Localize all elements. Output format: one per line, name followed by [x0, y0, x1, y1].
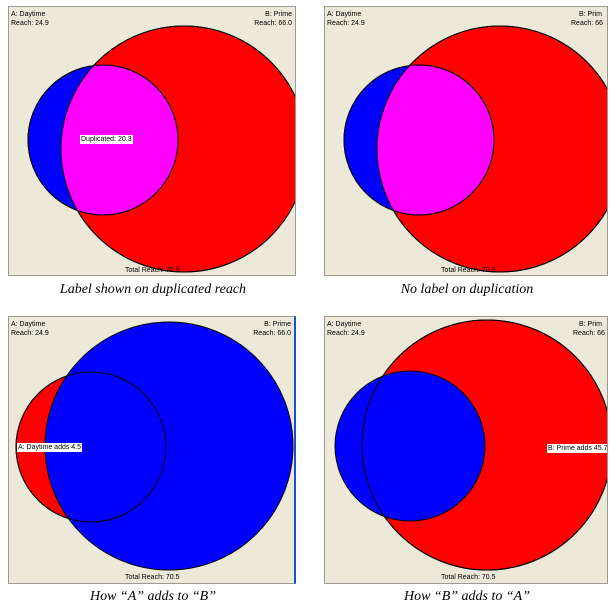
- venn-diagram: [343, 25, 607, 273]
- venn-diagram: [15, 321, 294, 571]
- set-b-reach: Reach: 66: [571, 20, 603, 27]
- set-a-reach: Reach: 24.9: [11, 20, 49, 27]
- set-b-reach: Reach: 66.0: [254, 20, 292, 27]
- venn-panel-duplicated-label: A: Daytime Reach: 24.9 B: Prime Reach: 6…: [8, 6, 296, 276]
- total-reach: Total Reach: 70.5: [441, 574, 496, 581]
- duplicated-region: [377, 65, 494, 215]
- set-a-name: A: Daytime: [327, 11, 362, 18]
- total-reach: Total Reach: 70.5: [125, 267, 180, 274]
- set-b-reach: Reach: 66: [573, 330, 605, 337]
- venn-diagram: [27, 25, 295, 273]
- set-a-reach: Reach: 24.9: [327, 330, 365, 337]
- duplicated-label: Duplicated: 20.3: [80, 135, 133, 144]
- venn-diagram: [334, 319, 607, 571]
- adds-label: B: Prime adds 45.7: [547, 444, 608, 453]
- set-b-name: B: Prim: [579, 11, 602, 18]
- circle-a-daytime: [334, 370, 486, 522]
- venn-panel-a-adds-to-b: A: Daytime Reach: 24.9 B: Prime Reach: 6…: [8, 316, 296, 584]
- duplicated-region: [61, 65, 178, 215]
- set-a-reach: Reach: 24.9: [11, 330, 49, 337]
- set-a-name: A: Daytime: [11, 321, 46, 328]
- circle-b-prime: [44, 321, 294, 571]
- set-a-reach: Reach: 24.9: [327, 20, 365, 27]
- total-reach: Total Reach: 70.5: [125, 574, 180, 581]
- caption: Label shown on duplicated reach: [59, 282, 247, 297]
- caption: No label on duplication: [400, 282, 534, 297]
- adds-label: A: Daytime adds 4.5: [17, 443, 83, 452]
- set-a-name: A: Daytime: [327, 321, 362, 328]
- set-b-name: B: Prime: [265, 11, 292, 18]
- set-a-name: A: Daytime: [11, 11, 46, 18]
- total-reach: Total Reach: 70.5: [441, 267, 496, 274]
- set-b-reach: Reach: 66.0: [253, 330, 291, 337]
- set-b-name: B: Prime: [264, 321, 291, 328]
- set-b-name: B: Prim: [579, 321, 602, 328]
- caption: How “A” adds to “B”: [89, 589, 217, 604]
- caption: How “B” adds to “A”: [403, 589, 531, 604]
- venn-panel-b-adds-to-a: A: Daytime Reach: 24.9 B: Prim Reach: 66…: [324, 316, 608, 584]
- venn-panel-no-label: A: Daytime Reach: 24.9 B: Prim Reach: 66…: [324, 6, 608, 276]
